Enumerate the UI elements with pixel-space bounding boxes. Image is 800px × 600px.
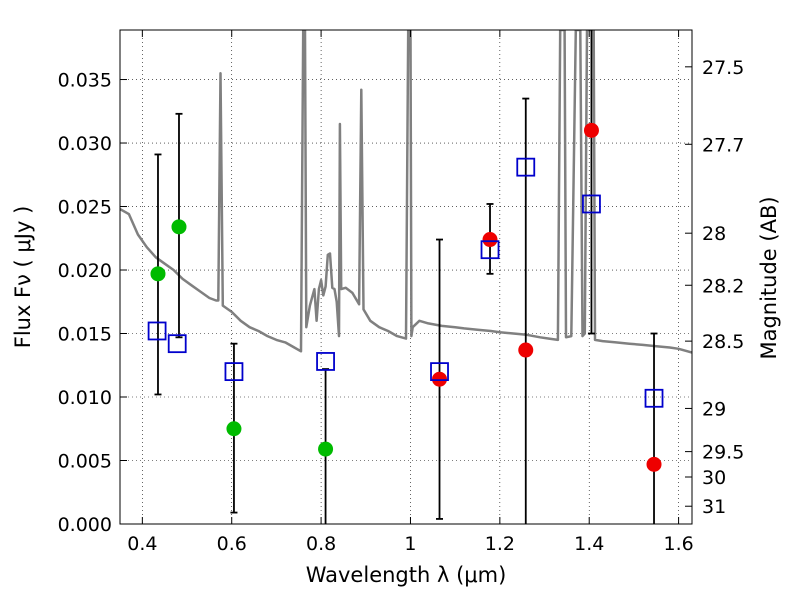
y2-tick-label: 27.7 xyxy=(702,134,744,156)
model-square-marker xyxy=(516,157,536,177)
y2-tick-label: 31 xyxy=(702,496,726,518)
model-square-marker xyxy=(644,388,664,408)
red-data-point xyxy=(518,342,534,358)
green-data-point xyxy=(318,441,334,457)
y-tick-label: 0.025 xyxy=(58,197,112,219)
x-tick-label: 1.4 xyxy=(574,533,604,555)
model-square-marker xyxy=(582,194,601,214)
y2-tick-label: 29.5 xyxy=(702,442,744,464)
sed-line-layer xyxy=(120,30,692,354)
y-tick-label: 0.015 xyxy=(58,324,112,346)
green-data-point xyxy=(150,266,166,282)
y2-tick-label: 30 xyxy=(702,467,726,489)
y2-tick-label: 27.5 xyxy=(702,57,744,79)
y2-axis-label: Magnitude (AB) xyxy=(757,196,781,359)
y-tick-label: 0.030 xyxy=(58,133,112,155)
green-data-point xyxy=(171,219,187,235)
red-data-point xyxy=(482,232,498,248)
model-square-marker xyxy=(147,321,167,341)
model-square-marker xyxy=(167,334,187,354)
sed-model-line xyxy=(120,30,692,354)
x-axis-label: Wavelength λ (μm) xyxy=(306,563,507,587)
model-square-marker xyxy=(224,362,244,382)
x-tick-label: 1 xyxy=(404,533,416,555)
x-tick-label: 0.8 xyxy=(306,533,336,555)
model-square-marker xyxy=(316,352,335,371)
plot-frame xyxy=(119,29,693,525)
y2-tick-label: 29 xyxy=(702,398,726,420)
y2-tick-label: 28.5 xyxy=(702,331,744,353)
x-tick-label: 0.6 xyxy=(217,533,247,555)
marker-layer xyxy=(147,122,664,472)
y-tick-label: 0.000 xyxy=(58,514,112,536)
y2-tick-label: 28.2 xyxy=(702,275,744,297)
y-tick-label: 0.020 xyxy=(58,260,112,282)
red-data-point xyxy=(583,122,599,138)
y-tick-label: 0.010 xyxy=(58,387,112,409)
y-tick-label: 0.035 xyxy=(58,70,112,92)
red-data-point xyxy=(646,456,662,472)
green-data-point xyxy=(226,421,242,437)
x-tick-label: 0.4 xyxy=(127,533,157,555)
tick-layer xyxy=(120,30,692,525)
y-axis-label: Flux Fν ( μJy ) xyxy=(11,206,35,349)
model-square-marker xyxy=(480,240,500,260)
model-square-marker xyxy=(430,362,449,382)
y2-tick-label: 28 xyxy=(702,223,726,245)
y-tick-label: 0.005 xyxy=(58,451,112,473)
x-tick-label: 1.6 xyxy=(663,533,693,555)
tick-label-layer: 0.4 0.6 0.8 1 1.2 1.4 1.6 0.000 0.005 0.010 0.015 0… xyxy=(58,57,745,555)
x-tick-label: 1.2 xyxy=(485,533,515,555)
